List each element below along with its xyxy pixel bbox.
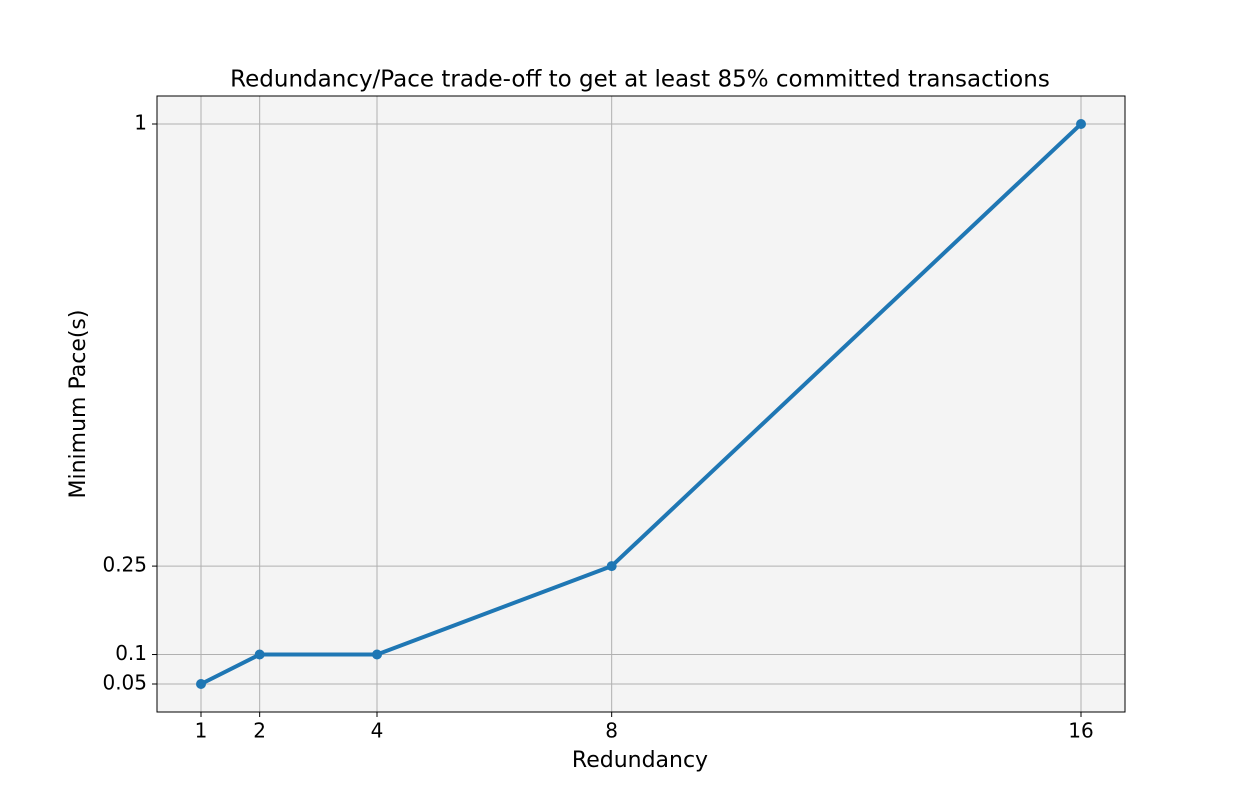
point [1076,119,1086,129]
point [196,679,206,689]
point [606,561,617,572]
chart-title: Redundancy/Pace trade-off to get at leas… [230,67,1050,93]
x-tick-label: 4 [371,719,384,743]
x-axis-label: Redundancy [572,748,708,773]
x-tick-label: 2 [253,719,266,743]
x-tick-label: 1 [195,719,208,743]
point [372,649,382,660]
y-tick-label: 0.1 [115,641,147,665]
y-axis-label: Minimum Pace(s) [66,310,91,499]
plot-area [157,96,1125,712]
y-tick-label: 0.05 [102,671,147,695]
x-tick-label: 16 [1068,719,1093,743]
y-tick-label: 1 [134,111,147,135]
y-tick-label: 0.25 [102,553,147,577]
axes-frame [156,95,1126,713]
point [254,649,265,660]
x-tick-label: 8 [605,719,618,743]
